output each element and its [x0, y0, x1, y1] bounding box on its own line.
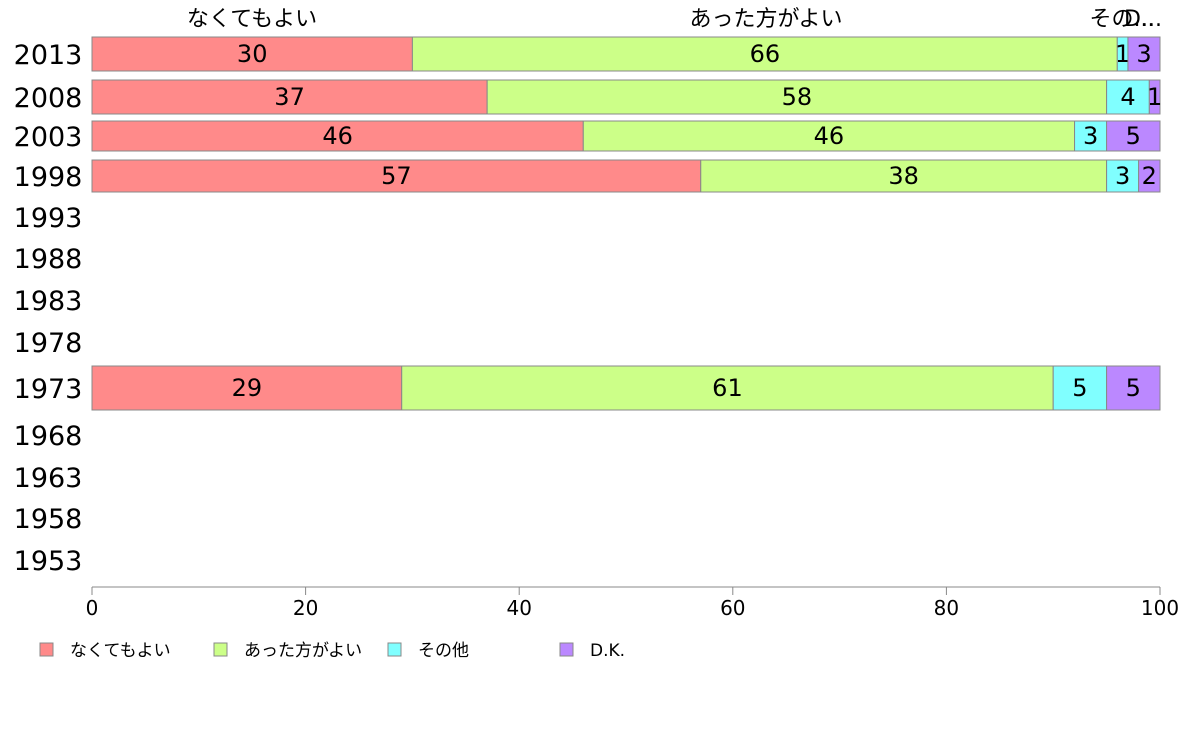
year-label-2003: 2003	[14, 122, 83, 153]
legend-swatch-2	[387, 642, 402, 657]
year-label-1968: 1968	[14, 421, 83, 452]
bar-segment-1998-3	[1138, 159, 1161, 193]
bar-value-label-1998-1: 38	[888, 162, 919, 190]
bar-value-label-2013-2: 1	[1115, 40, 1130, 68]
x-tick-label-4: 80	[934, 596, 959, 620]
x-tick-label-3: 60	[720, 596, 745, 620]
bar-value-label-2003-3: 5	[1126, 122, 1141, 150]
bar-segment-1973-0	[91, 365, 403, 411]
bar-value-label-2008-2: 4	[1120, 83, 1135, 111]
column-headers: なくてもよい あった方がよい その...D...	[187, 7, 1162, 32]
year-labels: 2013 2008 2003 1998 1993 1988 1983 1978 1973 1968…	[14, 40, 83, 577]
bar-value-label-2003-2: 3	[1083, 122, 1098, 150]
bar-value-label-2013-0: 30	[237, 40, 268, 68]
bar-segment-2008-3	[1148, 79, 1161, 115]
legend: なくてもよい あった方がよい その他 D.K.	[39, 641, 625, 661]
bar-segment-1998-0	[91, 159, 702, 193]
legend-label-2: その他	[418, 641, 469, 661]
bar-segment-2003-3	[1106, 120, 1161, 152]
year-label-1978: 1978	[14, 328, 83, 359]
bar-value-label-1973-3: 5	[1126, 374, 1141, 402]
year-label-1998: 1998	[14, 162, 83, 193]
year-label-1963: 1963	[14, 463, 83, 494]
legend-swatch-0	[39, 642, 54, 657]
column-header-0: なくてもよい	[187, 7, 317, 32]
bar-segment-2003-1	[582, 120, 1076, 152]
bar-value-label-1998-0: 57	[381, 162, 412, 190]
bar-value-label-2008-0: 37	[274, 83, 305, 111]
year-label-2013: 2013	[14, 40, 83, 71]
bar-area: 30 66 1 337 58 4 146 46 3 557 38 3 229 61 5 5	[91, 36, 1162, 411]
bar-value-label-1973-0: 29	[232, 374, 263, 402]
year-label-1958: 1958	[14, 504, 83, 535]
column-header-3: D...	[1124, 7, 1162, 32]
year-label-1983: 1983	[14, 286, 83, 317]
bar-segment-1973-1	[401, 365, 1054, 411]
x-tick-label-2: 40	[506, 596, 531, 620]
bar-segment-2013-1	[411, 36, 1118, 72]
bar-segment-2008-1	[486, 79, 1108, 115]
bar-value-label-2008-3: 1	[1147, 83, 1162, 111]
bar-value-label-2003-0: 46	[322, 122, 353, 150]
legend-swatch-3	[559, 642, 574, 657]
year-label-1993: 1993	[14, 203, 83, 234]
legend-swatch-1	[213, 642, 228, 657]
bar-value-label-2008-1: 58	[782, 83, 813, 111]
column-header-1: あった方がよい	[690, 7, 843, 32]
bar-value-label-1998-2: 3	[1115, 162, 1130, 190]
legend-label-0: なくてもよい	[70, 641, 171, 661]
bar-segment-1973-3	[1106, 365, 1161, 411]
bar-segment-2003-0	[91, 120, 584, 152]
bar-value-label-2013-3: 3	[1136, 40, 1151, 68]
bar-segment-2013-3	[1127, 36, 1161, 72]
bar-segment-1973-2	[1052, 365, 1108, 411]
bar-segment-1998-2	[1106, 159, 1140, 193]
year-label-1953: 1953	[14, 546, 83, 577]
bar-value-label-1973-1: 61	[712, 374, 743, 402]
year-label-1988: 1988	[14, 244, 83, 275]
legend-label-1: あった方がよい	[244, 641, 362, 661]
bar-value-label-2003-1: 46	[814, 122, 845, 150]
bar-segment-2003-2	[1074, 120, 1108, 152]
bar-segment-1998-1	[700, 159, 1108, 193]
bar-value-label-1998-3: 2	[1142, 162, 1157, 190]
column-header-2: その...	[1090, 7, 1155, 32]
x-axis: 0 20 40 60 80 100	[86, 586, 1179, 620]
year-label-2008: 2008	[14, 83, 83, 114]
x-tick-label-5: 100	[1141, 596, 1179, 620]
bar-segment-2008-2	[1106, 79, 1150, 115]
year-label-1973: 1973	[14, 374, 83, 405]
bar-value-label-1973-2: 5	[1072, 374, 1087, 402]
x-tick-label-0: 0	[86, 596, 99, 620]
x-tick-label-1: 20	[293, 596, 318, 620]
legend-label-3: D.K.	[590, 641, 625, 661]
bar-value-label-2013-1: 66	[750, 40, 781, 68]
bar-segment-2013-0	[91, 36, 413, 72]
